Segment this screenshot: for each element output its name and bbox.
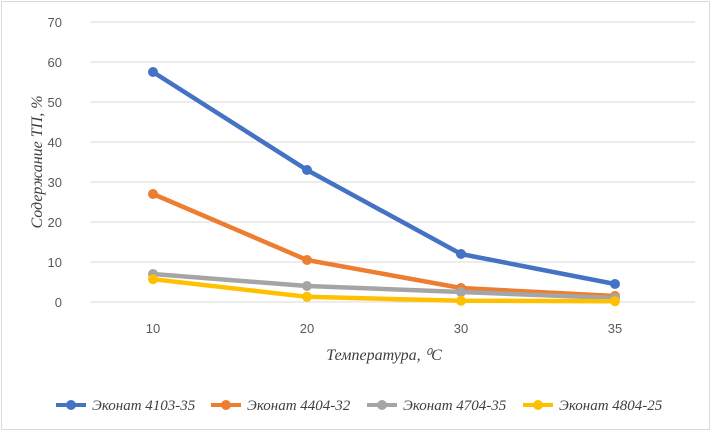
series-4	[148, 274, 620, 307]
legend: Эконат 4103-35 Эконат 4404-32 Эконат 4704-…	[56, 398, 663, 414]
x-tick-labels: 10 20 30 35	[146, 321, 622, 336]
x-tick-label: 35	[608, 321, 622, 336]
data-point	[148, 274, 158, 285]
data-point	[456, 287, 466, 297]
legend-label: Эконат 4103-35	[92, 398, 196, 414]
x-tick-label: 20	[300, 321, 314, 336]
data-point	[610, 279, 620, 289]
legend-swatch-marker	[377, 400, 387, 410]
y-tick-label: 50	[48, 95, 62, 110]
data-point	[148, 67, 158, 77]
x-axis-title: Температура, ⁰С	[326, 347, 442, 364]
data-point	[456, 249, 466, 259]
data-point	[456, 295, 466, 306]
series-1	[148, 67, 620, 289]
series-layer	[148, 67, 620, 307]
y-tick-label: 0	[55, 295, 62, 310]
y-tick-label: 20	[48, 215, 62, 230]
legend-swatch-marker	[533, 400, 543, 410]
legend-label: Эконат 4704-35	[403, 398, 507, 414]
x-tick-label: 30	[454, 321, 468, 336]
y-tick-labels: 0 10 20 30 40 50 60 70	[48, 15, 62, 310]
series-line	[150, 276, 618, 304]
series-2	[148, 189, 620, 301]
series-line	[150, 191, 618, 299]
gridlines	[90, 21, 695, 303]
legend-item: Эконат 4404-32	[211, 398, 351, 414]
legend-item: Эконат 4704-35	[367, 398, 507, 414]
legend-swatch-marker	[221, 400, 231, 410]
data-point	[148, 189, 158, 199]
data-point	[302, 291, 312, 302]
legend-swatch-marker	[66, 400, 76, 410]
y-tick-label: 70	[48, 15, 62, 30]
data-point	[302, 255, 312, 265]
legend-item: Эконат 4804-25	[523, 398, 663, 414]
y-tick-label: 40	[48, 135, 62, 150]
data-point	[302, 281, 312, 291]
y-tick-label: 10	[48, 255, 62, 270]
x-tick-label: 10	[146, 321, 160, 336]
series-line	[150, 69, 618, 287]
legend-label: Эконат 4404-32	[247, 398, 351, 414]
legend-label: Эконат 4804-25	[559, 398, 663, 414]
data-point	[610, 296, 620, 307]
y-tick-label: 60	[48, 55, 62, 70]
y-axis-title: Содержание ТП, %	[29, 95, 46, 228]
series-line	[150, 271, 618, 301]
y-tick-label: 30	[48, 175, 62, 190]
legend-item: Эконат 4103-35	[56, 398, 196, 414]
data-point	[302, 165, 312, 175]
